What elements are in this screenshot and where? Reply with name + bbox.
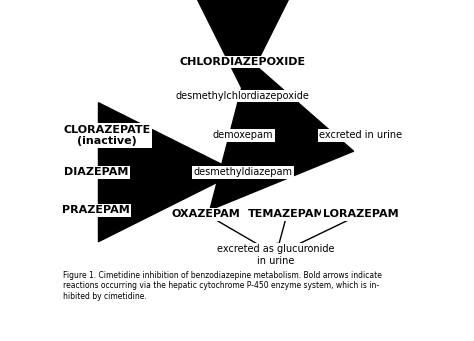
Text: desmethylchlordiazepoxide: desmethylchlordiazepoxide: [176, 91, 310, 101]
Text: demoxepam: demoxepam: [213, 131, 273, 140]
Text: excreted as glucuronide
in urine: excreted as glucuronide in urine: [217, 244, 335, 266]
Text: LORAZEPAM: LORAZEPAM: [323, 209, 398, 219]
Text: DIAZEPAM: DIAZEPAM: [64, 167, 128, 177]
Text: CLORAZEPATE
(inactive): CLORAZEPATE (inactive): [64, 125, 151, 146]
Text: OXAZEPAM: OXAZEPAM: [172, 209, 241, 219]
Text: CHLORDIAZEPOXIDE: CHLORDIAZEPOXIDE: [180, 57, 306, 67]
Text: excreted in urine: excreted in urine: [319, 131, 402, 140]
Text: PRAZEPAM: PRAZEPAM: [62, 205, 130, 215]
Text: desmethyldiazepam: desmethyldiazepam: [193, 167, 292, 177]
Text: TEMAZEPAM: TEMAZEPAM: [248, 209, 326, 219]
Text: Figure 1. Cimetidine inhibition of benzodiazepine metabolism. Bold arrows indica: Figure 1. Cimetidine inhibition of benzo…: [63, 271, 382, 301]
